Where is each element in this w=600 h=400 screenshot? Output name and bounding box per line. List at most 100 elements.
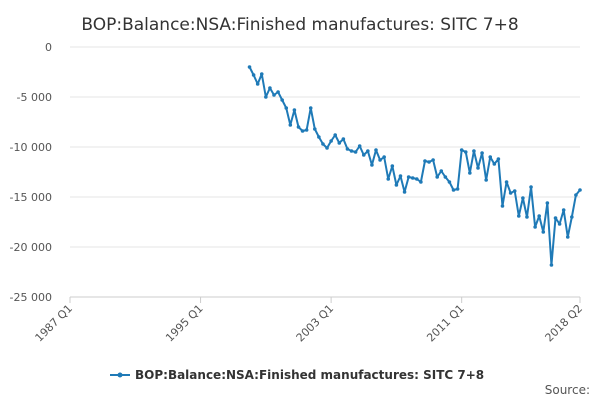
- data-point[interactable]: [537, 214, 541, 218]
- data-point[interactable]: [557, 222, 562, 226]
- data-point[interactable]: [455, 187, 460, 191]
- data-point[interactable]: [468, 171, 472, 175]
- data-point[interactable]: [280, 98, 284, 102]
- data-point[interactable]: [398, 174, 403, 178]
- data-point[interactable]: [451, 188, 456, 192]
- data-point[interactable]: [553, 216, 558, 220]
- data-point[interactable]: [308, 106, 313, 110]
- data-point[interactable]: [488, 155, 493, 159]
- data-point[interactable]: [549, 263, 554, 267]
- data-point[interactable]: [366, 149, 370, 153]
- data-point[interactable]: [410, 176, 415, 180]
- data-point[interactable]: [321, 142, 325, 146]
- data-point[interactable]: [472, 149, 476, 153]
- data-point[interactable]: [565, 235, 570, 239]
- data-point[interactable]: [272, 93, 276, 97]
- y-tick-label: -20 000: [10, 241, 52, 254]
- data-point[interactable]: [329, 139, 333, 143]
- data-point[interactable]: [247, 65, 252, 69]
- data-point[interactable]: [431, 158, 435, 162]
- data-point[interactable]: [337, 141, 342, 145]
- data-point[interactable]: [370, 163, 374, 167]
- legend-marker: [117, 372, 123, 378]
- data-point[interactable]: [480, 151, 484, 155]
- data-point[interactable]: [508, 191, 513, 195]
- data-point[interactable]: [419, 180, 423, 184]
- data-point[interactable]: [545, 201, 550, 205]
- data-point[interactable]: [374, 148, 378, 152]
- data-point[interactable]: [533, 225, 537, 229]
- data-point[interactable]: [517, 214, 521, 218]
- data-point[interactable]: [406, 175, 411, 179]
- source-label[interactable]: Source:: [545, 383, 590, 397]
- data-point[interactable]: [276, 90, 280, 94]
- x-tick-label: 1995 Q1: [163, 302, 206, 345]
- data-point[interactable]: [578, 188, 582, 192]
- x-axis: 1987 Q1 1995 Q1 2003 Q1 2011 Q1 2018 Q2: [33, 296, 586, 345]
- data-point[interactable]: [439, 169, 444, 173]
- data-point[interactable]: [361, 153, 366, 157]
- x-tick-label: 2018 Q2: [543, 302, 586, 345]
- data-point[interactable]: [463, 150, 468, 154]
- data-point[interactable]: [394, 183, 399, 187]
- data-point[interactable]: [415, 177, 419, 181]
- data-point[interactable]: [317, 135, 321, 139]
- data-point[interactable]: [504, 180, 509, 184]
- data-point[interactable]: [284, 106, 289, 110]
- data-point[interactable]: [345, 147, 350, 151]
- data-point[interactable]: [313, 127, 317, 131]
- data-point[interactable]: [255, 82, 260, 86]
- data-point[interactable]: [561, 208, 566, 212]
- data-point[interactable]: [264, 95, 268, 99]
- data-point[interactable]: [268, 86, 272, 90]
- data-point[interactable]: [259, 72, 264, 76]
- data-point[interactable]: [390, 164, 395, 168]
- data-point[interactable]: [529, 185, 533, 189]
- y-tick-label: -10 000: [10, 141, 52, 154]
- data-point[interactable]: [353, 150, 358, 154]
- y-tick-label: -5 000: [17, 91, 52, 104]
- data-point[interactable]: [570, 215, 574, 219]
- data-point[interactable]: [300, 129, 305, 133]
- data-point[interactable]: [435, 175, 440, 179]
- data-point[interactable]: [251, 73, 256, 77]
- data-point[interactable]: [296, 125, 301, 129]
- data-point[interactable]: [484, 178, 488, 182]
- series-layer: [247, 65, 582, 267]
- data-point[interactable]: [476, 166, 480, 170]
- data-point[interactable]: [492, 162, 497, 166]
- data-point[interactable]: [427, 160, 431, 164]
- data-point[interactable]: [496, 157, 501, 161]
- data-point[interactable]: [447, 180, 452, 184]
- data-point[interactable]: [357, 144, 362, 148]
- data-point[interactable]: [459, 148, 464, 152]
- data-point[interactable]: [378, 158, 382, 162]
- data-point[interactable]: [500, 204, 505, 208]
- chart-title: BOP:Balance:NSA:Finished manufactures: S…: [81, 15, 518, 35]
- data-point[interactable]: [574, 193, 578, 197]
- series-line[interactable]: [248, 66, 581, 266]
- data-point[interactable]: [386, 177, 391, 181]
- data-point[interactable]: [333, 133, 338, 137]
- data-point[interactable]: [512, 189, 517, 193]
- y-tick-label: -25 000: [10, 291, 52, 304]
- legend[interactable]: BOP:Balance:NSA:Finished manufactures: S…: [110, 368, 484, 382]
- x-tick-label: 1987 Q1: [33, 302, 76, 345]
- data-point[interactable]: [288, 123, 293, 127]
- data-point[interactable]: [341, 137, 346, 141]
- data-point[interactable]: [423, 159, 427, 163]
- data-point[interactable]: [325, 146, 329, 150]
- y-tick-label: -15 000: [10, 191, 52, 204]
- grid-layer: [70, 46, 580, 298]
- data-point[interactable]: [443, 175, 448, 179]
- data-point[interactable]: [402, 190, 407, 194]
- data-point[interactable]: [521, 196, 525, 200]
- data-point[interactable]: [525, 215, 529, 219]
- data-point[interactable]: [304, 128, 309, 132]
- data-point[interactable]: [382, 155, 386, 159]
- y-axis: 0 -5 000 -10 000 -15 000 -20 000 -25 000: [10, 41, 52, 304]
- data-point[interactable]: [349, 149, 354, 153]
- data-point[interactable]: [292, 108, 297, 112]
- data-point[interactable]: [541, 230, 546, 234]
